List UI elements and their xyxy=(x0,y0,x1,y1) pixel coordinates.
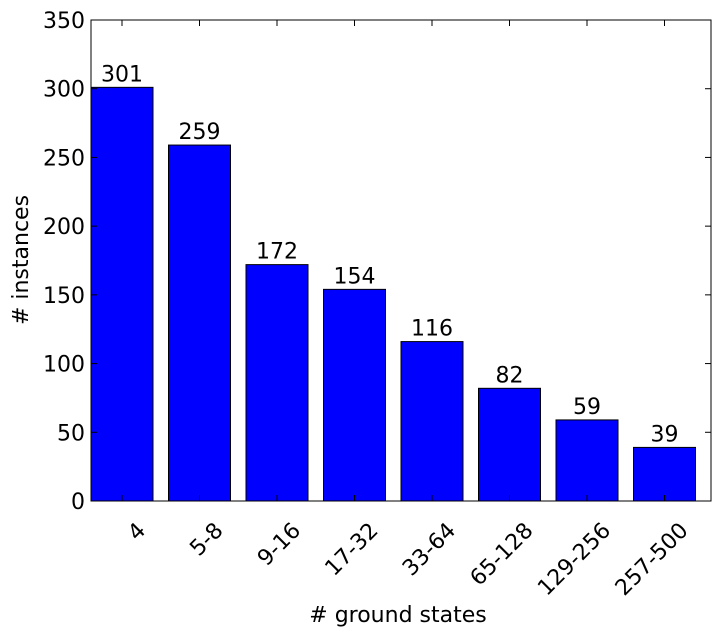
x-tick-label: 4 xyxy=(123,518,151,546)
data-label: 259 xyxy=(179,120,221,145)
x-tick-label: 5-8 xyxy=(185,518,228,561)
data-label: 82 xyxy=(496,363,524,388)
y-axis-label: # instances xyxy=(9,195,34,325)
bar xyxy=(90,86,154,502)
y-tick-label: 100 xyxy=(43,353,85,378)
y-tick-label: 200 xyxy=(43,215,85,240)
x-tick-label: 257-500 xyxy=(611,518,694,601)
plot-frame xyxy=(90,19,712,502)
x-tick-label: 17-32 xyxy=(321,518,384,581)
bar xyxy=(400,341,464,502)
y-tick-label: 150 xyxy=(43,284,85,309)
y-tick-label: 0 xyxy=(71,490,85,515)
y-tick-label: 50 xyxy=(57,421,85,446)
bar xyxy=(323,288,386,502)
x-tick-label: 9-16 xyxy=(253,518,306,571)
y-tick-label: 350 xyxy=(43,9,85,34)
bar xyxy=(478,387,541,502)
bar xyxy=(555,419,619,502)
x-axis-label: # ground states xyxy=(309,603,486,628)
data-label: 39 xyxy=(651,422,679,447)
bar xyxy=(168,144,231,502)
data-label: 301 xyxy=(101,62,143,87)
data-label: 116 xyxy=(411,317,453,342)
data-label: 154 xyxy=(334,264,376,289)
x-tick-label: 33-64 xyxy=(398,518,461,581)
x-tick-label: 129-256 xyxy=(533,518,616,601)
y-tick-label: 250 xyxy=(43,146,85,171)
bar xyxy=(633,446,696,502)
bar xyxy=(245,264,309,502)
data-label: 172 xyxy=(256,240,298,265)
x-tick-label: 65-128 xyxy=(466,518,539,591)
data-label: 59 xyxy=(573,395,601,420)
y-tick-label: 300 xyxy=(43,78,85,103)
